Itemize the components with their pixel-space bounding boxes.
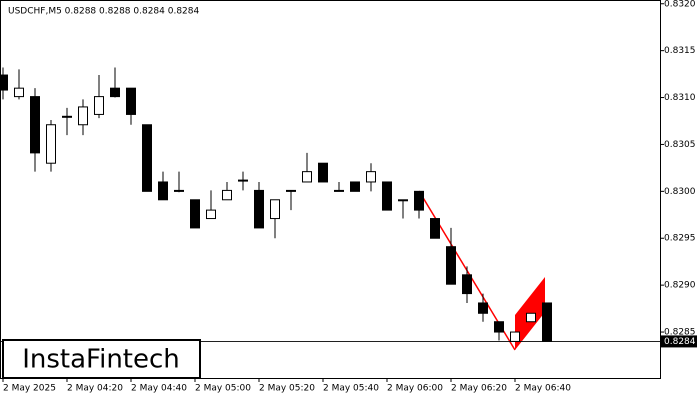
candle-body	[510, 331, 520, 342]
candle-body	[526, 312, 536, 323]
candle-body	[142, 124, 152, 192]
y-tick-label: 0.8300	[664, 187, 696, 197]
y-tick-label: 0.8285	[664, 328, 696, 338]
candle-body	[78, 106, 88, 126]
candle-body	[286, 189, 296, 192]
candle-body	[94, 96, 104, 115]
logo: InstaFintech	[22, 345, 180, 375]
candle-body	[462, 274, 472, 295]
candle-body	[158, 181, 168, 201]
plot-frame	[0, 0, 661, 379]
candle-body	[174, 189, 184, 192]
x-tick-label: 2 May 04:20	[67, 384, 123, 394]
x-tick-label: 2 May 06:20	[451, 384, 507, 394]
candle-body	[14, 87, 24, 98]
candle-body	[350, 181, 360, 192]
candle-body	[190, 199, 200, 229]
candle-body	[494, 321, 504, 333]
x-tick-label: 2 May 06:00	[387, 384, 443, 394]
y-tick-label: 0.8295	[664, 234, 696, 244]
chart-title: USDCHF,M5 0.8288 0.8288 0.8284 0.8284	[8, 7, 199, 17]
candle-body	[382, 181, 392, 211]
candle-body	[62, 115, 72, 118]
x-tick-label: 2 May 05:20	[259, 384, 315, 394]
y-tick-label: 0.8290	[664, 281, 696, 291]
candle-body	[222, 189, 232, 201]
candle-body	[46, 124, 56, 164]
y-tick-label: 0.8305	[664, 140, 696, 150]
candle-body	[254, 189, 264, 229]
y-tick-label: 0.8315	[664, 46, 696, 56]
candle-body	[110, 87, 120, 98]
candle-body	[334, 189, 344, 192]
candle-body	[0, 74, 8, 91]
x-tick-label: 2 May 2025	[3, 384, 56, 394]
x-tick-label: 2 May 05:40	[323, 384, 379, 394]
logo-box	[2, 339, 201, 379]
candle-body	[206, 209, 216, 220]
y-tick-label: 0.8320	[664, 0, 696, 9]
candle-body	[542, 302, 552, 342]
candle-body	[478, 302, 488, 314]
candle-body	[446, 246, 456, 285]
candle-body	[238, 179, 248, 182]
candle-body	[30, 96, 40, 154]
candle-body	[366, 171, 376, 183]
candle-body	[414, 190, 424, 211]
y-tick-label: 0.8310	[664, 93, 696, 103]
candle-body	[126, 87, 136, 115]
candle-body	[270, 199, 280, 220]
x-tick-label: 2 May 05:00	[195, 384, 251, 394]
candle-body	[302, 171, 312, 183]
candle-body	[398, 199, 408, 202]
last-price-label: 0.8284	[664, 337, 696, 347]
flag-pattern	[418, 190, 545, 351]
last-price-box	[661, 335, 697, 348]
candle-body	[430, 218, 440, 239]
candle-body	[318, 162, 328, 183]
x-tick-label: 2 May 06:40	[515, 384, 571, 394]
x-tick-label: 2 May 04:40	[131, 384, 187, 394]
